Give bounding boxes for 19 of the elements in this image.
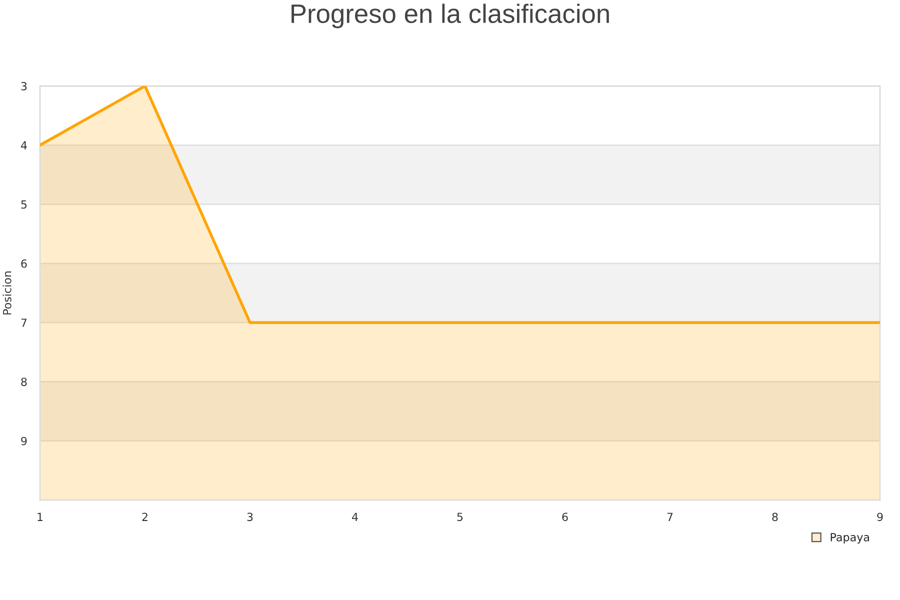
x-tick-label: 6 xyxy=(562,512,568,522)
x-tick-label: 9 xyxy=(877,512,883,522)
legend-label: Papaya xyxy=(830,533,869,544)
x-tick-label: 2 xyxy=(142,512,148,521)
y-axis-title: Posicion xyxy=(2,271,12,314)
x-tick-label: 7 xyxy=(667,512,673,521)
y-tick-label: 7 xyxy=(21,318,27,327)
x-tick-label: 4 xyxy=(352,512,358,521)
x-tick-label: 8 xyxy=(772,512,778,522)
chart-title: Progreso en la clasificacion xyxy=(292,4,609,28)
y-tick-label: 3 xyxy=(21,82,27,90)
x-tick-label: 5 xyxy=(457,512,463,522)
y-tick-label: 9 xyxy=(21,436,27,446)
y-tick-label: 6 xyxy=(21,259,27,268)
y-tick-label: 5 xyxy=(21,200,27,209)
x-tick-label: 3 xyxy=(247,512,253,522)
x-tick-label: 1 xyxy=(38,512,43,521)
y-tick-label: 8 xyxy=(21,378,27,386)
y-tick-label: 4 xyxy=(20,141,27,150)
